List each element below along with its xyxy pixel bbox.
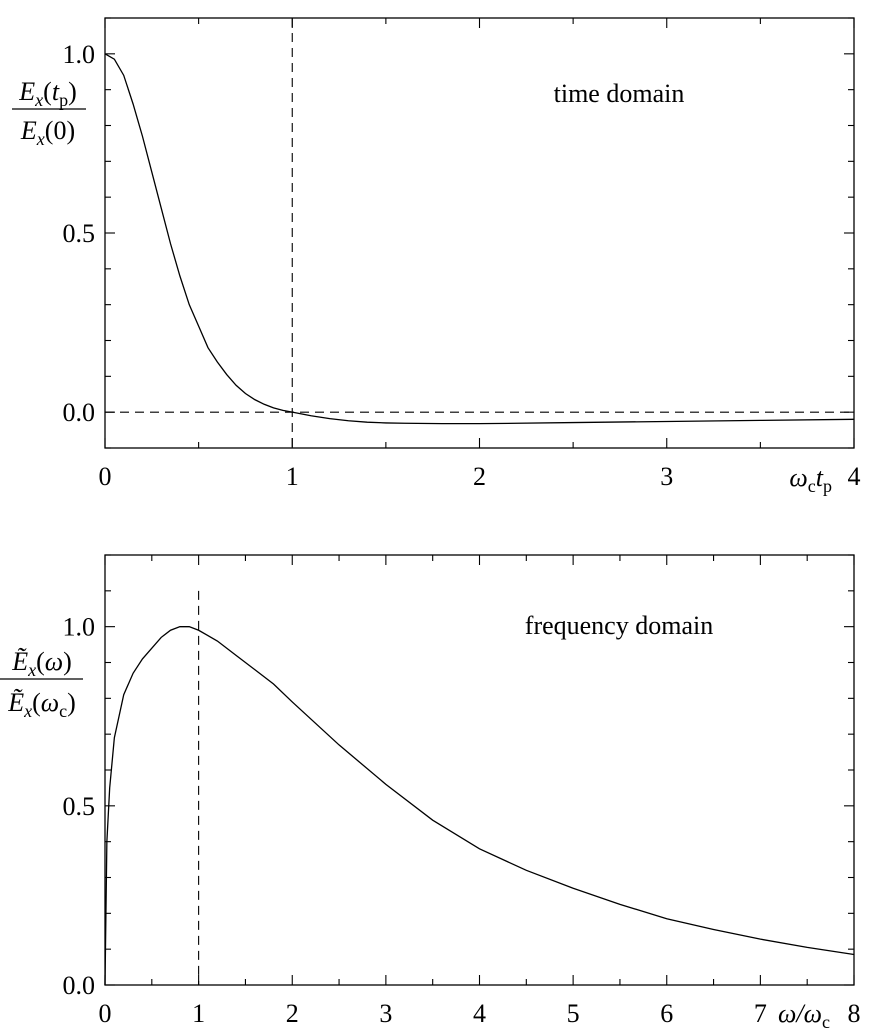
bottom-y-axis-label: Ẽx(ω) Ẽx(ωc) — [0, 647, 83, 721]
top-y-label-denominator: Ex(0) — [20, 116, 75, 149]
time-domain-annotation: time domain — [554, 79, 685, 108]
top-x-axis-label: ωctp — [789, 463, 832, 496]
x-tick-label: 1 — [286, 462, 299, 491]
top-ticks — [104, 17, 855, 449]
top-y-label-numerator: Ex(tp) — [18, 77, 76, 110]
x-tick-label: 4 — [848, 462, 861, 491]
y-tick-label: 0.5 — [63, 219, 96, 248]
bottom-ticks — [104, 554, 855, 986]
time-domain-curve — [104, 53, 855, 425]
x-tick-label: 6 — [660, 999, 673, 1028]
y-tick-label: 0.5 — [63, 792, 96, 821]
bottom-plot-frame — [104, 554, 855, 986]
bottom-x-axis-label: ω/ωc — [778, 999, 830, 1032]
x-tick-label: 8 — [848, 999, 861, 1028]
x-tick-label: 1 — [192, 999, 205, 1028]
y-tick-label: 1.0 — [63, 40, 96, 69]
frequency-domain-panel: 0 1 2 3 4 5 6 7 8 0.0 0.5 1.0 frequency domain Ẽx(… — [0, 554, 861, 1032]
frequency-domain-annotation: frequency domain — [525, 611, 713, 640]
x-tick-label: 5 — [567, 999, 580, 1028]
y-tick-label: 0.0 — [63, 971, 96, 1000]
x-tick-label: 0 — [99, 462, 112, 491]
x-tick-label: 0 — [99, 999, 112, 1028]
top-plot-frame — [104, 17, 855, 449]
bottom-y-tick-labels: 0.0 0.5 1.0 — [63, 613, 96, 1000]
top-y-axis-label: Ex(tp) Ex(0) — [12, 77, 86, 149]
time-domain-panel: 0 1 2 3 4 0.0 0.5 1.0 time domain Ex(tp) Ex(0)… — [12, 17, 861, 496]
y-tick-label: 0.0 — [63, 398, 96, 427]
x-tick-label: 2 — [473, 462, 486, 491]
x-tick-label: 3 — [660, 462, 673, 491]
bottom-y-label-denominator: Ẽx(ωc) — [7, 688, 76, 721]
x-tick-label: 7 — [754, 999, 767, 1028]
x-tick-label: 2 — [286, 999, 299, 1028]
bottom-y-label-numerator: Ẽx(ω) — [11, 647, 72, 680]
top-y-tick-labels: 0.0 0.5 1.0 — [63, 40, 96, 427]
bottom-x-tick-labels: 0 1 2 3 4 5 6 7 8 — [99, 999, 861, 1028]
x-tick-label: 3 — [379, 999, 392, 1028]
top-x-tick-labels: 0 1 2 3 4 — [99, 462, 861, 491]
y-tick-label: 1.0 — [63, 613, 96, 642]
frequency-domain-curve — [104, 626, 855, 986]
x-tick-label: 4 — [473, 999, 486, 1028]
